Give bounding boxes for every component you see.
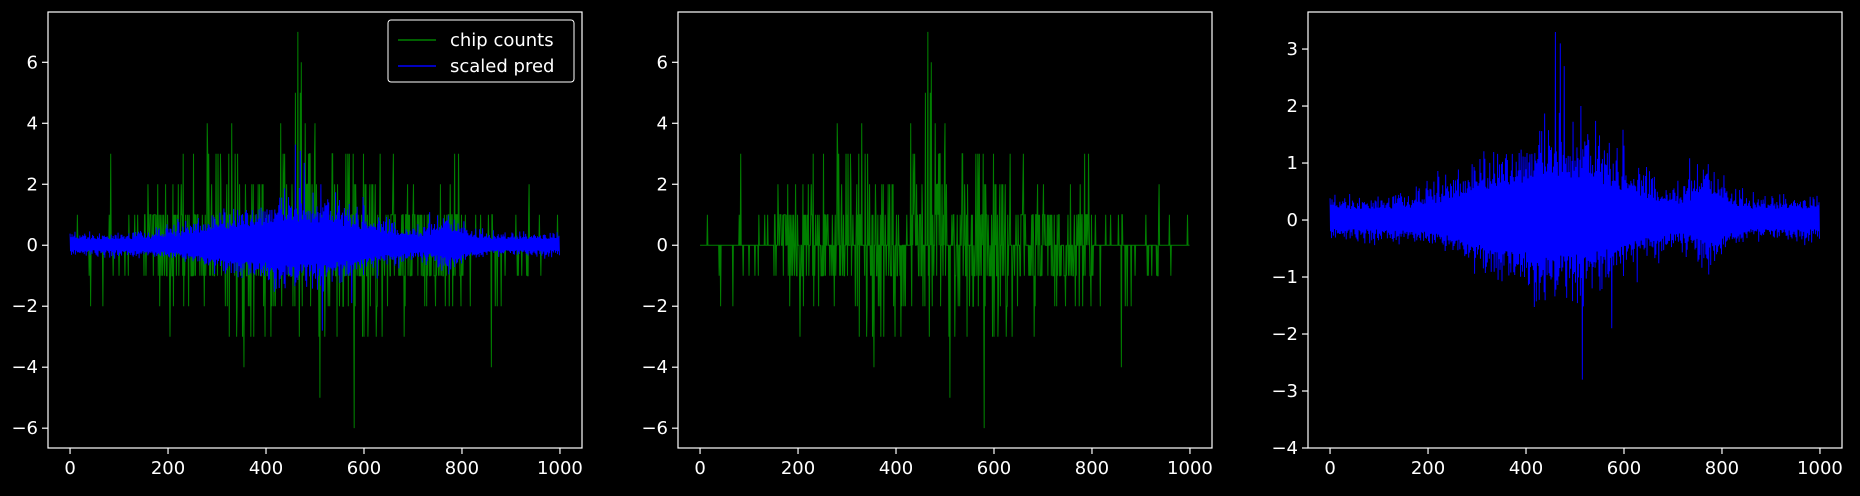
x-tick-label: 800 — [1075, 458, 1109, 479]
x-tick-label: 400 — [249, 458, 283, 479]
x-tick-label: 200 — [151, 458, 185, 479]
series-scaled-pred — [69, 144, 560, 331]
y-tick-label: 0 — [27, 235, 38, 256]
y-tick-label: 0 — [1287, 210, 1298, 231]
axes-frame — [1307, 11, 1843, 449]
x-tick-label: 400 — [879, 458, 913, 479]
y-tick-label: 2 — [27, 174, 38, 195]
y-tick-label: −4 — [1271, 438, 1298, 459]
axes-frame — [47, 11, 583, 449]
x-tick-label: 600 — [977, 458, 1011, 479]
x-tick-label: 0 — [694, 458, 705, 479]
x-tick-label: 1000 — [1167, 458, 1213, 479]
legend: chip counts scaled pred — [387, 19, 575, 83]
ticks: 0 200 400 600 800 1000 −4 −3 −2 −1 0 1 2 3 — [1271, 39, 1842, 479]
y-tick-label: −2 — [641, 296, 668, 317]
y-tick-label: −6 — [11, 418, 38, 439]
y-tick-label: 0 — [657, 235, 668, 256]
y-tick-label: 6 — [657, 52, 668, 73]
panel-counts-and-pred: 0 200 400 600 800 1000 −6 −4 −2 0 2 4 6 chip counts … — [11, 11, 583, 479]
x-tick-label: 800 — [1705, 458, 1739, 479]
y-tick-label: 1 — [1287, 153, 1298, 174]
panel-pred: 0 200 400 600 800 1000 −4 −3 −2 −1 0 1 2 3 — [1271, 11, 1843, 479]
x-tick-label: 800 — [445, 458, 479, 479]
legend-label-chip-counts: chip counts — [450, 30, 554, 51]
series-layer — [1329, 31, 1820, 380]
y-tick-label: 4 — [27, 113, 38, 134]
axes-frame — [677, 11, 1213, 449]
x-tick-label: 200 — [1411, 458, 1445, 479]
x-tick-label: 600 — [1607, 458, 1641, 479]
x-tick-label: 1000 — [1797, 458, 1843, 479]
x-tick-label: 1000 — [537, 458, 583, 479]
ticks: 0 200 400 600 800 1000 −6 −4 −2 0 2 4 6 — [11, 52, 582, 479]
series-layer — [69, 31, 560, 429]
series-chip-counts — [700, 31, 1190, 429]
series-scaled-pred — [1329, 31, 1820, 380]
x-tick-label: 600 — [347, 458, 381, 479]
y-tick-label: −1 — [1271, 267, 1298, 288]
ticks: 0 200 400 600 800 1000 −6 −4 −2 0 2 4 6 — [641, 52, 1212, 479]
x-tick-label: 0 — [1324, 458, 1335, 479]
y-tick-label: 6 — [27, 52, 38, 73]
y-tick-label: 3 — [1287, 39, 1298, 60]
y-tick-label: −4 — [641, 357, 668, 378]
x-tick-label: 0 — [64, 458, 75, 479]
panel-counts: 0 200 400 600 800 1000 −6 −4 −2 0 2 4 6 — [641, 11, 1213, 479]
y-tick-label: 4 — [657, 113, 668, 134]
y-tick-label: 2 — [657, 174, 668, 195]
x-tick-label: 200 — [781, 458, 815, 479]
y-tick-label: −4 — [11, 357, 38, 378]
series-layer — [700, 31, 1190, 429]
x-tick-label: 400 — [1509, 458, 1543, 479]
y-tick-label: −3 — [1271, 381, 1298, 402]
y-tick-label: −2 — [11, 296, 38, 317]
y-tick-label: 2 — [1287, 96, 1298, 117]
y-tick-label: −2 — [1271, 324, 1298, 345]
y-tick-label: −6 — [641, 418, 668, 439]
legend-label-scaled-pred: scaled pred — [450, 56, 554, 77]
